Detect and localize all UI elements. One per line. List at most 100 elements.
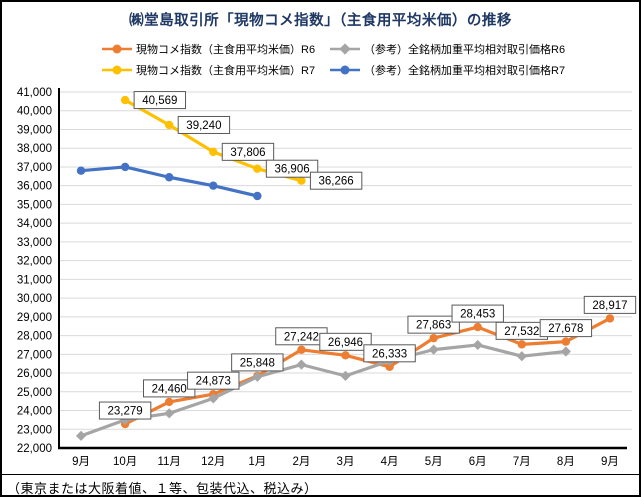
data-label: 37,806 <box>221 142 275 161</box>
y-axis-label: 24,000 <box>17 406 52 418</box>
y-axis-label: 26,000 <box>17 368 52 380</box>
y-axis-label: 27,000 <box>17 349 52 361</box>
legend-item-label: 現物コメ指数（主食用平均米価）R7 <box>136 64 316 77</box>
x-axis-label: 9月 <box>601 456 619 468</box>
data-point-marker <box>560 346 571 357</box>
legend-item: （参考）全銘柄加重平均相対取引価格R7 <box>330 59 565 80</box>
series-line <box>79 165 259 198</box>
y-axis-label: 28,000 <box>17 331 52 343</box>
data-label: 27,242 <box>275 327 328 346</box>
data-label: 27,678 <box>539 319 593 338</box>
svg-text:36,266: 36,266 <box>319 176 354 188</box>
y-axis-label: 29,000 <box>17 312 52 324</box>
data-point-marker <box>120 95 130 105</box>
data-point-marker <box>209 147 218 157</box>
svg-text:27,242: 27,242 <box>284 331 319 343</box>
data-point-marker <box>429 333 438 343</box>
plot-svg: 22,000 23,000 24,000 25,000 26,000 27,000 28,0… <box>17 87 637 468</box>
svg-text:23,279: 23,279 <box>108 406 143 418</box>
x-axis-label: 9月 <box>72 456 90 468</box>
data-point-marker <box>164 120 174 130</box>
x-axis-label: 7月 <box>513 456 531 468</box>
y-axis-label: 25,000 <box>17 387 52 399</box>
chart-area: ㈱堂島取引所「現物コメ指数」（主食用平均米価）の推移 現物コメ指数（主食用平均米… <box>2 2 639 475</box>
x-axis-label: 5月 <box>425 456 443 468</box>
data-point-marker <box>472 339 483 351</box>
data-label: 36,906 <box>265 159 319 178</box>
x-axis-label: 3月 <box>337 456 355 468</box>
y-axis-label: 31,000 <box>17 274 52 286</box>
x-axis-label: 2月 <box>292 456 310 468</box>
data-point-marker <box>297 176 306 185</box>
legend-item: 現物コメ指数（主食用平均米価）R6 <box>102 38 330 59</box>
data-point-marker <box>120 162 130 172</box>
svg-text:36,906: 36,906 <box>274 164 309 176</box>
data-point-marker <box>385 362 394 372</box>
x-axis-label: 12月 <box>201 456 225 468</box>
y-axis-label: 33,000 <box>17 237 52 249</box>
data-point-marker <box>164 173 174 182</box>
data-point-marker <box>516 351 527 362</box>
svg-text:26,333: 26,333 <box>372 348 407 360</box>
data-label: 26,946 <box>319 332 372 351</box>
data-point-marker <box>209 181 218 190</box>
data-point-marker <box>252 371 263 382</box>
y-axis-label: 30,000 <box>17 293 52 305</box>
data-point-marker <box>164 397 174 407</box>
svg-text:28,453: 28,453 <box>460 309 495 321</box>
data-point-marker <box>605 314 615 323</box>
y-axis-label: 41,000 <box>17 87 52 99</box>
data-label: 39,240 <box>177 115 231 134</box>
legend-marker-icon <box>102 44 132 53</box>
data-label: 40,569 <box>133 91 187 110</box>
legend-item: 現物コメ指数（主食用平均米価）R7 <box>102 59 330 80</box>
svg-text:27,863: 27,863 <box>416 320 451 332</box>
y-axis-label: 23,000 <box>17 424 52 436</box>
data-point-marker <box>517 340 527 349</box>
y-axis-label: 32,000 <box>17 256 52 268</box>
series-line <box>79 343 568 438</box>
data-point-marker <box>253 191 262 201</box>
data-label: 23,279 <box>98 401 152 420</box>
data-label: 24,460 <box>142 379 196 398</box>
data-point-marker <box>473 322 482 332</box>
legend-item-label: （参考）全銘柄加重平均相対取引価格R7 <box>364 64 566 77</box>
x-axis-label: 10月 <box>113 456 137 468</box>
legend-marker-icon <box>330 65 360 74</box>
data-point-marker <box>75 430 87 441</box>
legend-item-label: （参考）全銘柄加重平均相対取引価格R6 <box>364 43 566 56</box>
x-axis-label: 4月 <box>381 456 399 468</box>
x-axis-label: 1月 <box>248 456 266 468</box>
legend-marker-icon <box>330 42 360 55</box>
data-label: 25,848 <box>231 353 284 372</box>
svg-text:25,848: 25,848 <box>240 357 275 369</box>
data-point-marker <box>296 359 307 370</box>
legend-item-label: 現物コメ指数（主食用平均米価）R6 <box>136 43 316 56</box>
legend: 現物コメ指数（主食用平均米価）R6 （参考）全銘柄加重平均相対取引価格R6 現物コメ… <box>102 38 565 80</box>
x-axis-label: 11月 <box>157 456 180 468</box>
svg-text:27,532: 27,532 <box>504 326 539 338</box>
y-axis-label: 39,000 <box>17 124 52 136</box>
footnote: （東京または大阪着値、１等、包装代込、税込み） <box>7 481 318 496</box>
svg-text:24,873: 24,873 <box>196 376 231 388</box>
svg-text:27,678: 27,678 <box>548 323 583 335</box>
x-axis-label: 8月 <box>557 456 575 468</box>
data-point-marker <box>340 370 351 381</box>
svg-text:28,917: 28,917 <box>592 300 627 312</box>
data-point-marker <box>561 337 571 346</box>
data-point-marker <box>76 166 86 175</box>
data-label: 28,453 <box>451 304 504 323</box>
data-label: 24,873 <box>187 371 240 390</box>
svg-text:37,806: 37,806 <box>230 147 265 159</box>
data-label: 36,266 <box>309 171 363 190</box>
legend-item: （参考）全銘柄加重平均相対取引価格R6 <box>330 38 565 59</box>
svg-text:24,460: 24,460 <box>152 383 187 395</box>
data-label: 26,333 <box>363 344 416 363</box>
y-axis-label: 22,000 <box>17 443 52 455</box>
y-axis-label: 40,000 <box>17 106 52 118</box>
legend-marker-icon <box>102 65 132 74</box>
svg-text:26,946: 26,946 <box>328 337 363 349</box>
y-axis-label: 38,000 <box>17 143 52 155</box>
y-axis-label: 35,000 <box>17 199 52 211</box>
